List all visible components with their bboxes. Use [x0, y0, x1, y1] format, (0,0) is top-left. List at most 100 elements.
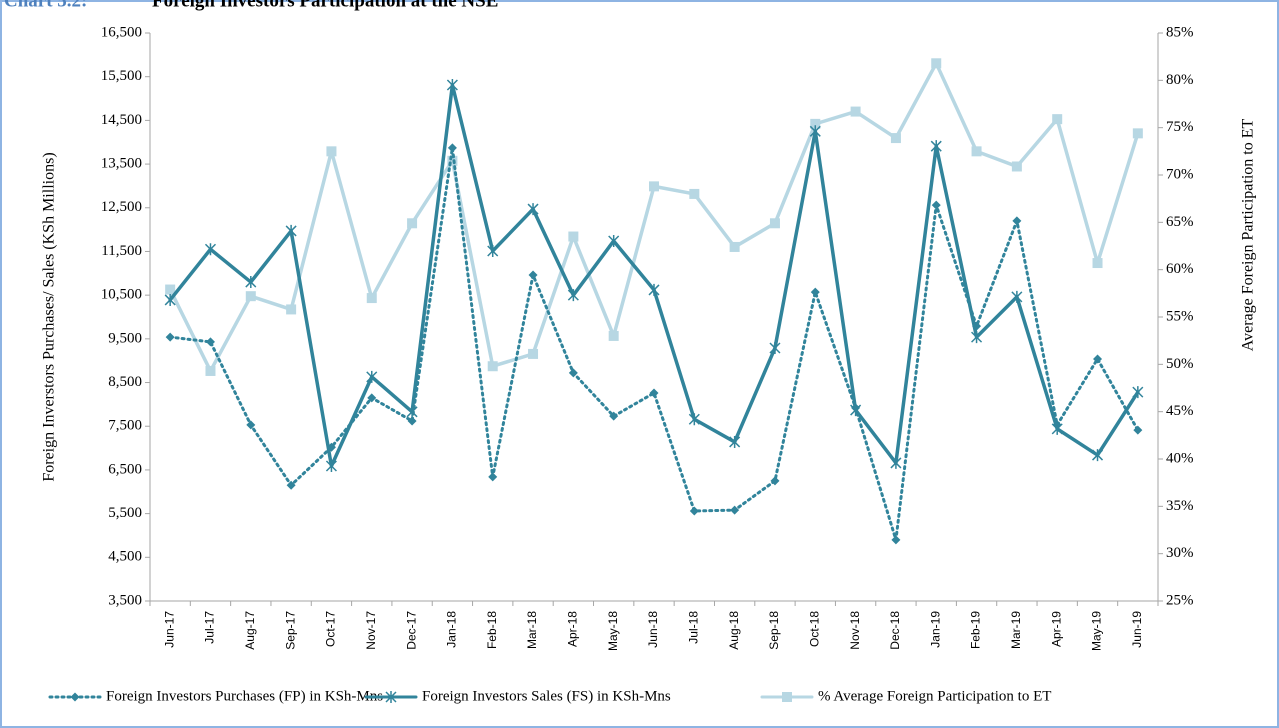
y2-axis-title: Average Foreign Participation to ET [1240, 119, 1257, 352]
point [769, 218, 780, 229]
x-tick-label: Jun-19 [1130, 611, 1144, 648]
point [1091, 449, 1104, 462]
x-tick-label: Aug-17 [243, 611, 257, 650]
point [850, 106, 861, 117]
point [1093, 354, 1103, 364]
point [649, 181, 659, 192]
point [930, 140, 942, 153]
y2-tick-label: 40% [1166, 450, 1194, 466]
point [246, 420, 256, 430]
x-tick-label: Jun-18 [646, 611, 660, 648]
y2-tick-label: 60% [1166, 261, 1194, 277]
point [366, 370, 378, 383]
point [286, 480, 296, 490]
point [204, 243, 217, 256]
point [729, 241, 740, 252]
legend-marker [385, 691, 397, 703]
chart-title: Foreign Investors Participation at the N… [152, 0, 498, 11]
point [1132, 386, 1144, 399]
point [770, 476, 780, 486]
x-tick-label: Oct-17 [324, 611, 338, 647]
y-tick-label: 11,500 [101, 243, 142, 259]
point [1132, 128, 1143, 139]
point [689, 188, 700, 199]
series-line [168, 61, 1140, 373]
y-axis-title: Foreign Inverstors Purchases/ Sales (KSh… [41, 152, 58, 481]
legend-label: % Average Foreign Participation to ET [818, 688, 1051, 704]
point [285, 224, 297, 237]
x-tick-label: Oct-18 [807, 611, 821, 647]
y-tick-label: 15,500 [101, 68, 142, 84]
x-tick-label: Jul-17 [203, 611, 217, 644]
point [446, 78, 458, 91]
point [1011, 290, 1023, 303]
point [286, 304, 297, 315]
legend-item: % Average Foreign Participation to ET [760, 688, 1051, 704]
point [528, 348, 539, 359]
point [447, 143, 457, 153]
point [205, 365, 216, 376]
y-tick-label: 6,500 [108, 461, 142, 477]
point [406, 405, 418, 418]
point [407, 218, 418, 229]
point [407, 416, 417, 426]
point [609, 411, 619, 421]
x-tick-label: Jan-18 [445, 611, 459, 648]
point [367, 393, 377, 403]
series-line [168, 83, 1140, 468]
point [810, 287, 820, 297]
point [528, 270, 538, 280]
point [326, 146, 337, 157]
x-tick-label: Feb-18 [485, 611, 499, 649]
x-tick-label: Jan-19 [928, 611, 942, 648]
point [165, 284, 176, 295]
y-tick-label: 16,500 [101, 24, 142, 40]
y2-tick-label: 70% [1166, 166, 1194, 182]
point [809, 125, 821, 138]
point [325, 459, 337, 472]
point [971, 146, 982, 157]
point [488, 472, 498, 482]
point [1012, 216, 1022, 226]
x-tick-label: Dec-17 [404, 611, 418, 650]
x-tick-label: Sep-17 [283, 611, 297, 650]
y2-tick-label: 55% [1166, 308, 1194, 324]
point [567, 289, 579, 302]
point [1133, 425, 1143, 435]
y-tick-label: 5,500 [108, 505, 142, 521]
point [648, 283, 660, 296]
y-tick-label: 14,500 [101, 112, 142, 128]
point [931, 200, 941, 210]
legend-item: Foreign Investors Purchases (FP) in KSh-… [48, 688, 383, 704]
y2-tick-label: 75% [1166, 119, 1194, 135]
point [245, 291, 256, 302]
point [1092, 258, 1103, 269]
point [730, 505, 740, 515]
point [527, 203, 539, 216]
y2-tick-label: 50% [1166, 356, 1194, 372]
point [769, 342, 781, 355]
point [649, 388, 659, 398]
point [608, 234, 620, 247]
y-tick-label: 7,500 [108, 418, 142, 434]
chart-label: Chart 5.2: [4, 0, 87, 11]
point [165, 332, 175, 342]
legend-label: Foreign Investors Purchases (FP) in KSh-… [106, 688, 383, 704]
y2-tick-label: 85% [1166, 24, 1194, 40]
y-tick-label: 4,500 [108, 549, 142, 565]
x-tick-label: May-19 [1090, 611, 1104, 651]
y-tick-label: 12,500 [101, 199, 142, 215]
x-tick-label: Jul-18 [686, 611, 700, 644]
point [205, 337, 215, 347]
point [688, 413, 700, 426]
y-tick-label: 10,500 [101, 287, 142, 303]
series-line [168, 146, 1140, 542]
point [487, 361, 498, 372]
point [447, 155, 458, 166]
y2-tick-label: 45% [1166, 403, 1194, 419]
point [850, 404, 862, 417]
x-tick-label: Nov-18 [848, 611, 862, 650]
x-tick-label: Nov-17 [364, 611, 378, 650]
